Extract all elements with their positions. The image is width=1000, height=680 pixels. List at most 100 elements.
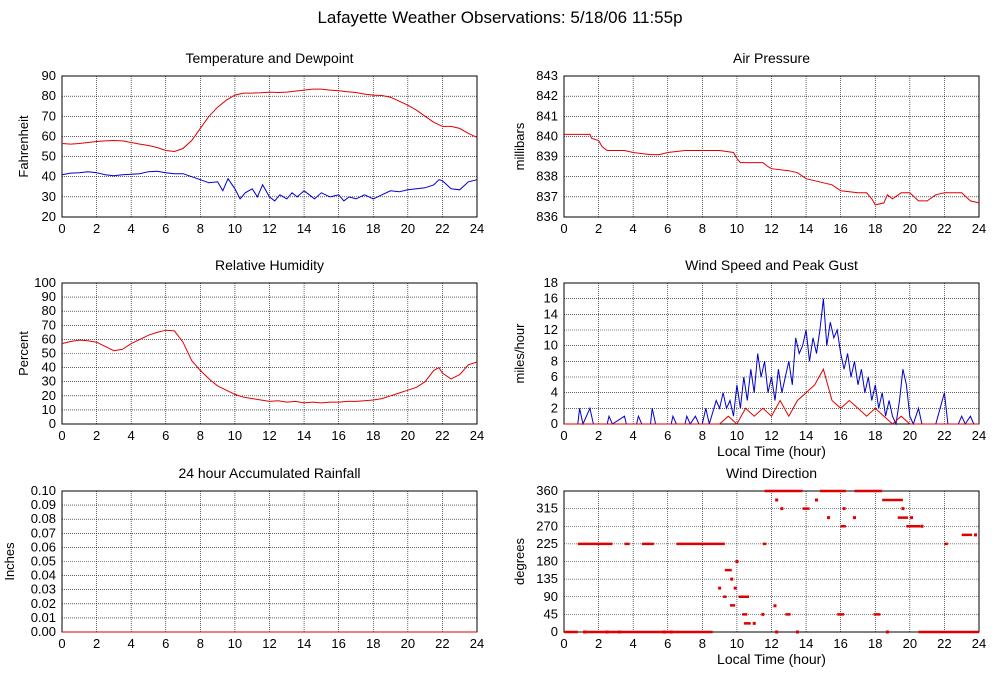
y-tick-label: 0.04: [31, 568, 56, 583]
x-tick-label: 22: [937, 636, 951, 651]
y-tick-label: 30: [42, 374, 56, 389]
y-tick-label: 20: [42, 209, 56, 224]
x-tick-label: 10: [730, 221, 744, 236]
y-tick-label: 0: [551, 416, 558, 431]
x-tick-label: 20: [903, 428, 917, 443]
direction-point: [901, 507, 905, 511]
x-axis-label: Local Time (hour): [717, 651, 826, 667]
y-tick-label: 90: [42, 68, 56, 83]
direction-point: [718, 586, 722, 590]
x-tick-label: 4: [128, 428, 135, 443]
y-tick-label: 60: [42, 128, 56, 143]
y-tick-label: 180: [536, 554, 558, 569]
x-tick-label: 18: [868, 636, 882, 651]
direction-point: [885, 630, 889, 634]
x-tick-label: 14: [799, 221, 813, 236]
y-tick-label: 0: [49, 416, 56, 431]
direction-point: [735, 560, 739, 563]
direction-point: [795, 630, 799, 634]
x-tick-label: 12: [262, 221, 276, 236]
direction-point: [730, 577, 734, 581]
x-tick-label: 4: [630, 221, 637, 236]
x-tick-label: 12: [764, 428, 778, 443]
x-tick-label: 18: [366, 428, 380, 443]
y-tick-label: 10: [544, 338, 558, 353]
series-line-0: [564, 133, 980, 206]
x-tick-label: 6: [162, 221, 169, 236]
y-tick-label: 20: [42, 388, 56, 403]
x-tick-label: 4: [630, 428, 637, 443]
direction-point: [814, 498, 818, 502]
y-axis-label: Fahrenheit: [16, 115, 31, 178]
y-axis-label: degrees: [512, 538, 527, 585]
x-tick-label: 10: [730, 636, 744, 651]
y-tick-label: 838: [536, 169, 558, 184]
y-tick-label: 842: [536, 88, 558, 103]
direction-point: [669, 630, 673, 634]
direction-point: [662, 630, 666, 634]
x-tick-label: 14: [297, 221, 311, 236]
direction-point: [827, 516, 831, 520]
x-tick-label: 14: [297, 636, 311, 651]
direction-point: [617, 630, 621, 634]
y-axis-label: miles/hour: [512, 323, 527, 384]
y-tick-label: 0.06: [31, 539, 56, 554]
y-tick-label: 0.05: [31, 554, 56, 569]
direction-point: [733, 586, 737, 590]
x-tick-label: 20: [401, 636, 415, 651]
y-tick-label: 45: [544, 606, 558, 621]
x-tick-label: 16: [833, 221, 847, 236]
x-tick-label: 14: [297, 428, 311, 443]
direction-point: [775, 630, 779, 634]
x-tick-label: 22: [937, 428, 951, 443]
direction-point: [842, 507, 846, 511]
series-line-1: [61, 170, 478, 202]
y-tick-label: 8: [551, 353, 558, 368]
direction-point: [752, 621, 756, 625]
x-axis-label: Local Time (hour): [717, 443, 826, 459]
y-tick-label: 90: [544, 589, 558, 604]
chart-title: Relative Humidity: [215, 257, 324, 273]
y-tick-label: 0.03: [31, 582, 56, 597]
x-tick-label: 20: [903, 221, 917, 236]
x-tick-label: 22: [435, 221, 449, 236]
x-tick-label: 2: [93, 636, 100, 651]
x-tick-label: 6: [162, 428, 169, 443]
x-tick-label: 8: [699, 636, 706, 651]
series-line-0: [61, 329, 478, 404]
y-tick-label: 836: [536, 209, 558, 224]
direction-point: [761, 612, 765, 616]
y-tick-label: 0.10: [31, 483, 56, 498]
x-tick-label: 24: [470, 428, 484, 443]
y-tick-label: 4: [551, 385, 558, 400]
x-tick-label: 18: [868, 428, 882, 443]
x-tick-label: 22: [435, 636, 449, 651]
x-tick-label: 12: [262, 636, 276, 651]
x-tick-label: 2: [595, 428, 602, 443]
chart-title: 24 hour Accumulated Rainfall: [178, 465, 360, 481]
plot-frame: [563, 282, 980, 425]
x-tick-label: 10: [228, 221, 242, 236]
x-tick-label: 22: [435, 428, 449, 443]
x-tick-label: 8: [197, 636, 204, 651]
x-tick-label: 16: [833, 428, 847, 443]
y-tick-label: 16: [544, 291, 558, 306]
y-tick-label: 80: [42, 303, 56, 318]
y-tick-label: 360: [536, 483, 558, 498]
direction-point: [773, 604, 777, 608]
y-tick-label: 225: [536, 536, 558, 551]
x-tick-label: 14: [799, 428, 813, 443]
x-tick-label: 16: [331, 221, 345, 236]
x-tick-label: 24: [972, 428, 986, 443]
y-tick-label: 70: [42, 317, 56, 332]
y-tick-label: 841: [536, 108, 558, 123]
direction-point: [910, 516, 914, 520]
direction-point: [920, 524, 924, 528]
x-tick-label: 8: [197, 428, 204, 443]
x-tick-label: 2: [93, 221, 100, 236]
y-tick-label: 100: [34, 275, 56, 290]
y-tick-label: 0: [551, 624, 558, 639]
y-tick-label: 12: [544, 322, 558, 337]
